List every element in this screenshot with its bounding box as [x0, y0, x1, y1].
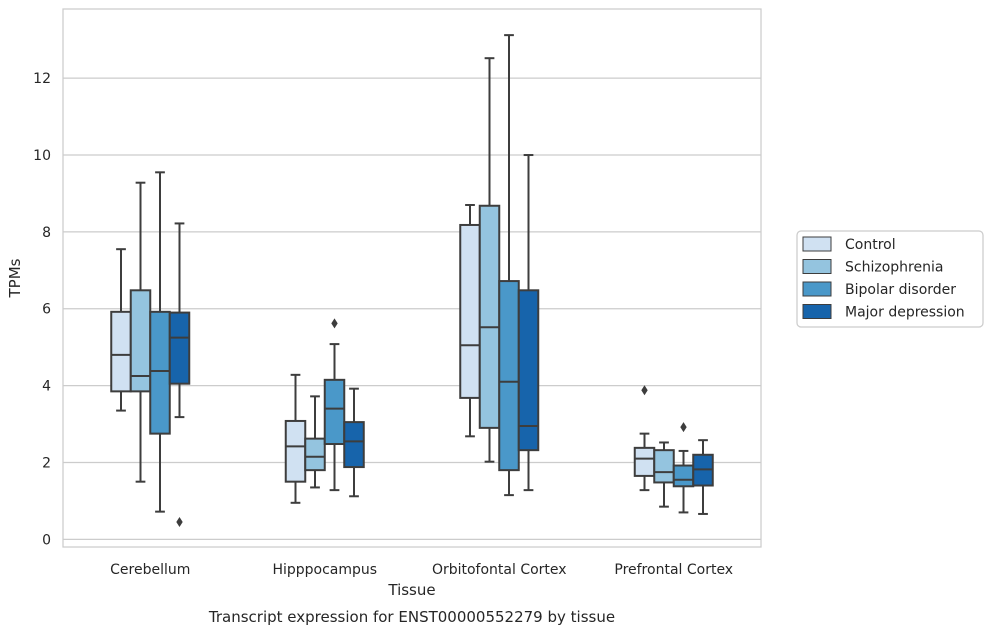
- y-tick-label: 8: [42, 225, 51, 241]
- legend-label: Bipolar disorder: [845, 282, 956, 298]
- box: [323, 318, 346, 492]
- box-iqr: [168, 311, 191, 385]
- box: [110, 248, 132, 412]
- box: [343, 387, 365, 498]
- box-iqr: [304, 437, 326, 472]
- box: [478, 57, 501, 463]
- x-tick-label: Orbitofontal Cortex: [432, 562, 567, 578]
- legend-label: Major depression: [845, 305, 965, 321]
- y-tick-label: 12: [33, 71, 51, 87]
- box-iqr: [110, 310, 132, 393]
- outlier-marker: [641, 385, 648, 396]
- y-tick-labels: 0 2 4 6 8 10 12: [33, 71, 51, 548]
- box: [633, 385, 656, 492]
- box: [653, 441, 675, 508]
- y-tick-label: 10: [33, 148, 51, 164]
- box: [517, 154, 540, 492]
- x-tick-labels: Cerebellum Hipppocampus Orbitofontal Corte…: [110, 562, 733, 578]
- box-iqr: [653, 449, 675, 484]
- y-tick-label: 0: [42, 532, 51, 548]
- box-iqr: [459, 223, 481, 399]
- plot-frame: [62, 8, 762, 548]
- box-iqr: [633, 446, 656, 477]
- legend: Control Schizophrenia Bipolar disorder Majo…: [796, 230, 984, 328]
- x-tick-label: Cerebellum: [110, 562, 190, 578]
- box-groups: [110, 34, 714, 528]
- y-tick-label: 6: [42, 302, 51, 318]
- box-iqr: [323, 378, 346, 446]
- legend-label: Control: [845, 237, 896, 253]
- outlier-marker: [680, 422, 687, 433]
- y-tick-label: 2: [42, 455, 51, 471]
- box: [168, 222, 191, 528]
- x-tick-label: Hipppocampus: [272, 562, 377, 578]
- legend-label: Schizophrenia: [845, 260, 943, 276]
- box-iqr: [517, 289, 540, 452]
- box: [129, 181, 152, 483]
- box: [498, 34, 520, 497]
- box: [459, 203, 481, 438]
- box-iqr: [149, 310, 171, 435]
- y-axis-label: TPMs: [6, 258, 24, 298]
- x-axis-label: Tissue: [387, 581, 435, 599]
- box-iqr: [478, 204, 501, 429]
- legend-swatch: [802, 304, 832, 319]
- y-tick-label: 4: [42, 379, 51, 395]
- box: [672, 422, 695, 514]
- box: [284, 373, 307, 504]
- legend-swatch: [802, 259, 832, 274]
- legend-frame: [796, 230, 984, 328]
- legend-swatch: [802, 236, 832, 252]
- box-iqr: [343, 421, 365, 469]
- outlier-marker: [176, 517, 183, 528]
- x-tick-label: Prefrontal Cortex: [614, 562, 733, 578]
- box-iqr: [672, 464, 695, 488]
- chart-caption: Transcript expression for ENST0000055227…: [208, 608, 615, 626]
- box-iqr: [498, 280, 520, 472]
- box-iqr: [284, 419, 307, 483]
- outlier-marker: [331, 318, 338, 329]
- legend-swatch: [802, 281, 832, 297]
- box: [149, 171, 171, 513]
- box: [692, 439, 714, 515]
- box: [304, 395, 326, 489]
